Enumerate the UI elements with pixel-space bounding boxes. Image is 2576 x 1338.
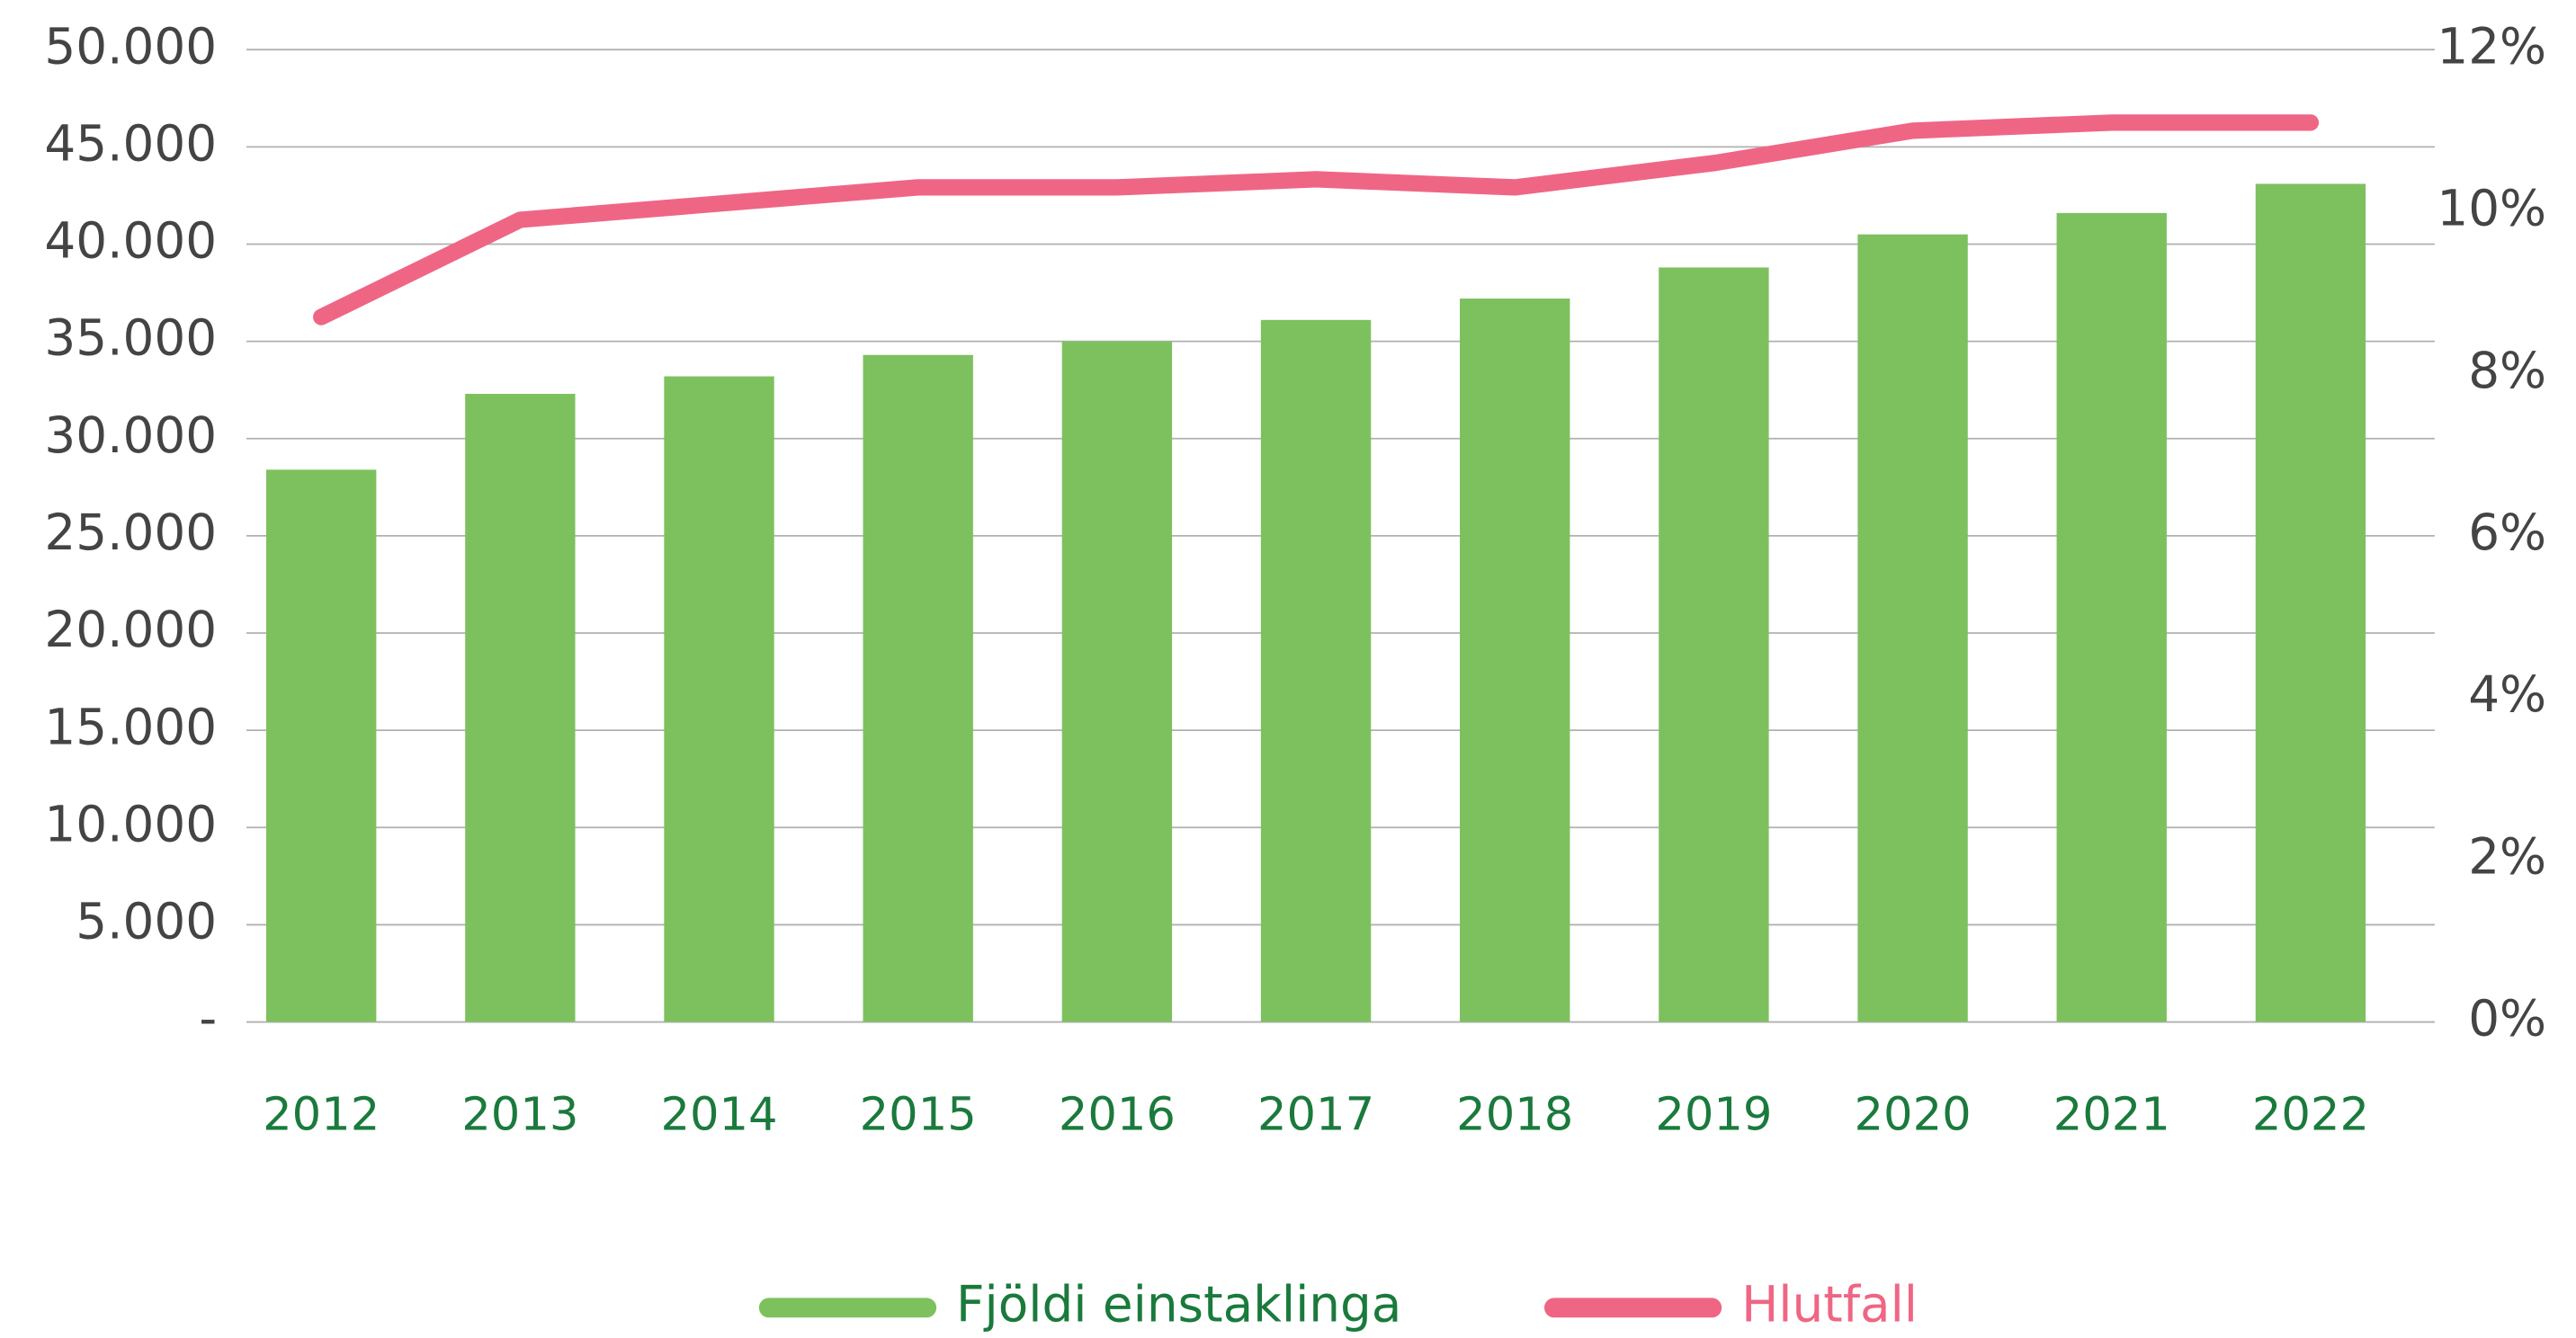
y-tick-label: - <box>199 990 217 1048</box>
y2-tick-label: 6% <box>2468 504 2546 561</box>
y2-tick-label: 2% <box>2468 827 2546 885</box>
legend-label: Hlutfall <box>1741 1275 1918 1333</box>
y-tick-label: 45.000 <box>44 114 217 172</box>
y-tick-label: 30.000 <box>44 406 217 464</box>
y2-tick-label: 8% <box>2468 342 2546 399</box>
x-tick-label: 2016 <box>1059 1088 1176 1141</box>
y-tick-label: 25.000 <box>44 504 217 561</box>
x-tick-label: 2018 <box>1456 1088 1573 1141</box>
bar <box>1260 319 1372 1022</box>
bar <box>1659 267 1769 1022</box>
x-tick-label: 2014 <box>660 1088 777 1141</box>
x-tick-label: 2019 <box>1655 1088 1772 1141</box>
y-tick-label: 35.000 <box>44 309 217 367</box>
x-tick-label: 2012 <box>263 1088 380 1141</box>
y-tick-label: 40.000 <box>44 212 217 270</box>
y2-tick-label: 0% <box>2468 990 2546 1048</box>
legend-label: Fjöldi einstaklinga <box>956 1275 1401 1333</box>
y-tick-label: 50.000 <box>44 17 217 75</box>
x-tick-label: 2021 <box>2053 1088 2170 1141</box>
y2-tick-label: 10% <box>2437 180 2546 237</box>
x-tick-label: 2017 <box>1257 1088 1374 1141</box>
bar <box>465 394 576 1022</box>
bar <box>265 469 377 1022</box>
line <box>313 114 2320 326</box>
bar <box>2056 212 2167 1022</box>
bar <box>1061 341 1173 1022</box>
y-tick-label: 10.000 <box>44 795 217 852</box>
bar <box>664 376 774 1022</box>
y2-tick-label: 12% <box>2437 17 2546 75</box>
x-tick-label: 2022 <box>2252 1088 2369 1141</box>
y-tick-label: 15.000 <box>44 698 217 755</box>
bar <box>1460 299 1570 1022</box>
x-tick-label: 2015 <box>860 1088 977 1141</box>
bar <box>1857 234 1968 1022</box>
bar <box>863 354 973 1022</box>
x-tick-label: 2013 <box>461 1088 578 1141</box>
y-tick-label: 20.000 <box>44 601 217 658</box>
y-tick-label: 5.000 <box>76 893 217 950</box>
x-tick-label: 2020 <box>1855 1088 1972 1141</box>
bar <box>2255 183 2366 1022</box>
y2-tick-label: 4% <box>2468 665 2546 723</box>
